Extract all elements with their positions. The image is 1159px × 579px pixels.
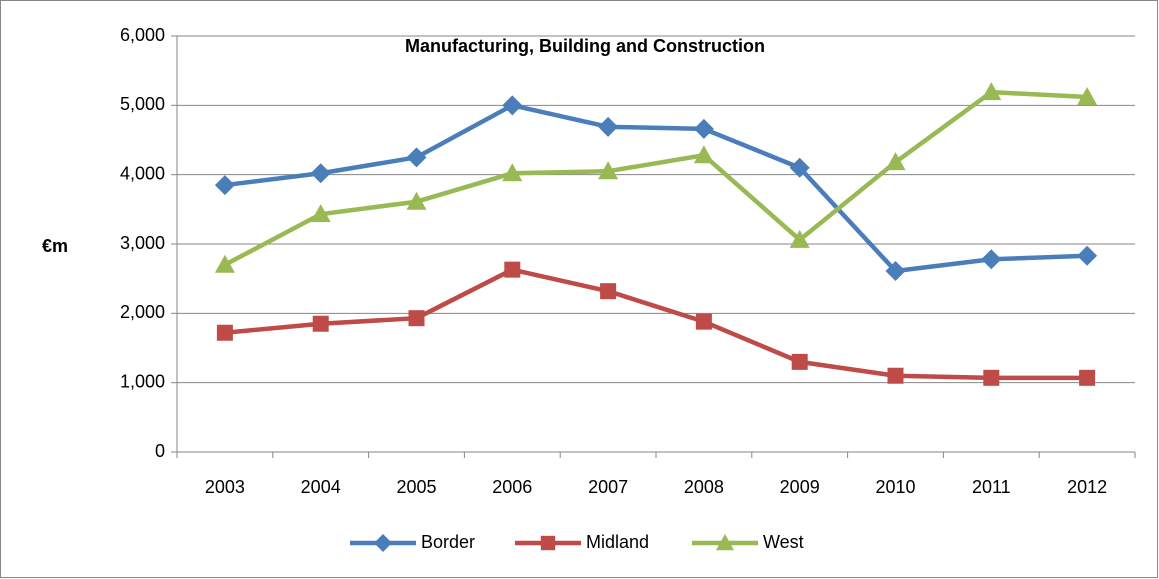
marker	[885, 261, 906, 282]
marker	[693, 118, 714, 139]
marker	[406, 191, 427, 210]
y-tick-label: 5,000	[120, 94, 165, 114]
marker	[214, 175, 235, 196]
legend-label: Midland	[586, 532, 649, 552]
x-tick-label: 2008	[684, 477, 724, 497]
y-tick-label: 4,000	[120, 163, 165, 183]
y-tick-label: 1,000	[120, 371, 165, 391]
marker	[598, 116, 619, 137]
marker	[406, 147, 427, 168]
marker	[312, 315, 329, 332]
marker	[504, 261, 521, 278]
marker	[695, 313, 712, 330]
x-tick-label: 2010	[875, 477, 915, 497]
marker	[598, 161, 619, 180]
marker	[789, 157, 810, 178]
y-axis-label: €m	[42, 236, 68, 256]
legend-marker	[374, 534, 392, 552]
x-tick-label: 2005	[396, 477, 436, 497]
x-tick-label: 2003	[205, 477, 245, 497]
x-tick-label: 2004	[301, 477, 341, 497]
marker	[981, 82, 1002, 101]
marker	[693, 145, 714, 164]
marker	[791, 353, 808, 370]
legend-label: Border	[421, 532, 475, 552]
x-tick-label: 2009	[780, 477, 820, 497]
series-line	[224, 267, 1088, 381]
legend-label: West	[763, 532, 804, 552]
marker	[502, 163, 523, 182]
x-tick-label: 2007	[588, 477, 628, 497]
marker	[1077, 87, 1098, 106]
x-tick-label: 2012	[1067, 477, 1107, 497]
marker	[310, 204, 331, 223]
marker	[1079, 369, 1096, 386]
series-line	[223, 89, 1088, 267]
x-tick-label: 2011	[972, 477, 1011, 497]
marker	[600, 283, 617, 300]
marker	[216, 324, 233, 341]
x-tick-label: 2006	[492, 477, 532, 497]
marker	[408, 310, 425, 327]
marker	[502, 95, 523, 116]
marker	[885, 152, 906, 171]
marker	[981, 249, 1002, 270]
marker	[983, 369, 1000, 386]
legend-marker	[716, 534, 734, 551]
legend-marker	[540, 535, 556, 551]
marker	[1077, 245, 1098, 266]
y-tick-label: 0	[155, 441, 165, 461]
series-line	[224, 103, 1088, 274]
marker	[789, 229, 810, 248]
y-tick-label: 2,000	[120, 302, 165, 322]
y-tick-label: 6,000	[120, 25, 165, 45]
marker	[214, 254, 235, 273]
marker	[887, 367, 904, 384]
marker	[310, 163, 331, 184]
chart-title: Manufacturing, Building and Construction	[405, 36, 765, 56]
y-tick-label: 3,000	[120, 233, 165, 253]
